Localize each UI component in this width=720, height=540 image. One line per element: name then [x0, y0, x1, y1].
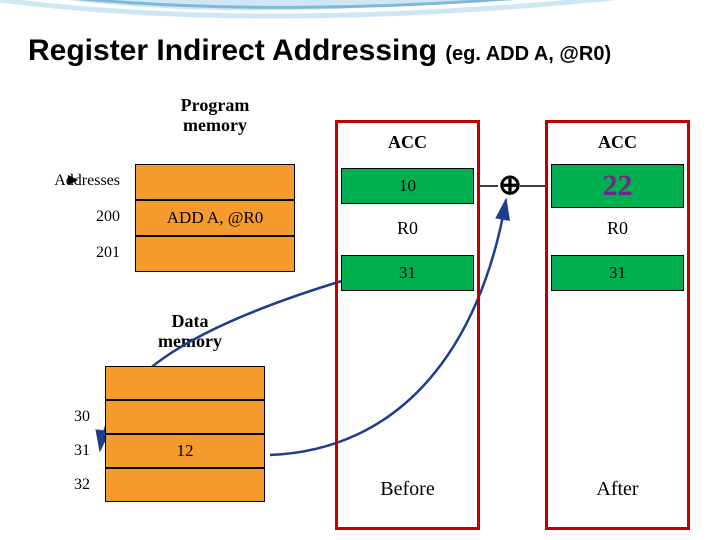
- r0-cell-after: 31: [551, 255, 684, 291]
- prog-mem-header-cell: [135, 164, 295, 200]
- after-label: After: [545, 478, 690, 501]
- title-example: (eg. ADD A, @R0): [445, 43, 611, 65]
- data-memory-label: Data memory: [140, 312, 240, 352]
- acc-cell-before: 10: [341, 168, 474, 204]
- r0-cell-before: 31: [341, 255, 474, 291]
- addresses-label: Addresses: [30, 172, 120, 190]
- data-addr-0: 30: [50, 408, 90, 426]
- data-mem-cell-0: [105, 400, 265, 434]
- prog-mem-cell-1: [135, 236, 295, 272]
- data-mem-cell-1: 12: [105, 434, 265, 468]
- page-title: Register Indirect Addressing (eg. ADD A,…: [28, 34, 611, 68]
- title-main: Register Indirect Addressing: [28, 34, 445, 67]
- data-mem-cell-h: [105, 366, 265, 400]
- r0-label-after: R0: [545, 218, 690, 239]
- acc-label-before: ACC: [335, 132, 480, 153]
- plus-icon: ⊕: [490, 168, 530, 202]
- before-label: Before: [335, 478, 480, 501]
- data-addr-2: 32: [50, 476, 90, 494]
- prog-mem-cell-0: ADD A, @R0: [135, 200, 295, 236]
- acc-cell-after: 22: [551, 164, 684, 208]
- data-mem-cell-2: [105, 468, 265, 502]
- data-addr-1: 31: [50, 442, 90, 460]
- prog-addr-1: 201: [70, 244, 120, 262]
- prog-addr-0: 200: [70, 208, 120, 226]
- r0-label-before: R0: [335, 218, 480, 239]
- acc-label-after: ACC: [545, 132, 690, 153]
- program-memory-label: Program memory: [160, 96, 270, 136]
